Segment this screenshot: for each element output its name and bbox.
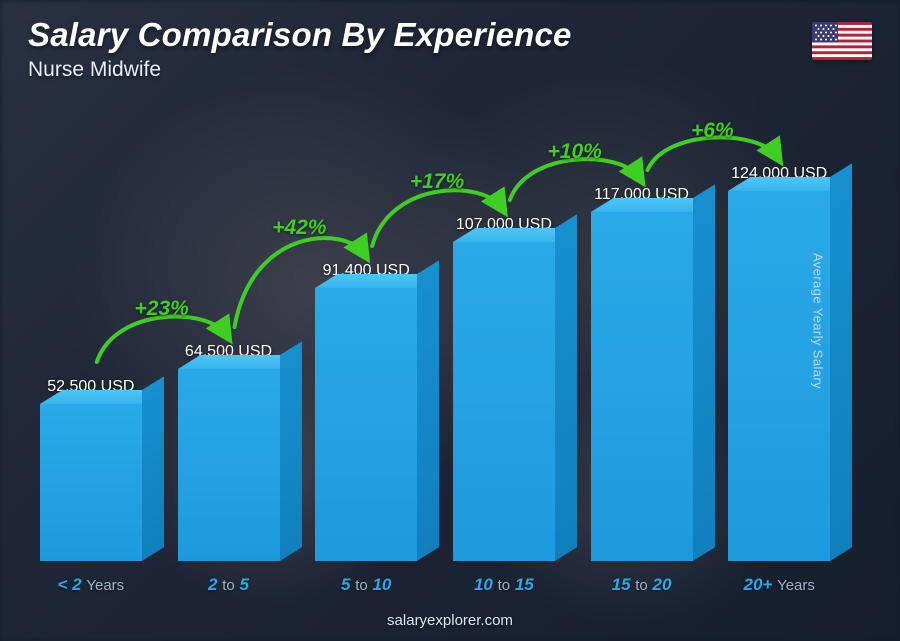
page-subtitle: Nurse Midwife — [28, 58, 572, 82]
bar-front-face — [178, 369, 280, 561]
x-label-4: 15 to 20 — [579, 575, 705, 595]
x-label-1: 2 to 5 — [166, 575, 292, 595]
bar-side-face — [555, 214, 577, 561]
y-axis-label: Average Yearly Salary — [810, 252, 825, 388]
bar-slot-2: 91,400 USD — [303, 131, 429, 561]
x-label-3: 10 to 15 — [441, 575, 567, 595]
bar-slot-1: 64,500 USD — [166, 131, 292, 561]
bar-side-face — [417, 260, 439, 561]
country-flag-us — [812, 22, 872, 60]
bar-slot-4: 117,000 USD — [579, 131, 705, 561]
bar — [40, 404, 142, 561]
bar-slot-3: 107,000 USD — [441, 131, 567, 561]
bar-front-face — [315, 288, 417, 561]
x-label-0: < 2 Years — [28, 575, 154, 595]
source-credit: salaryexplorer.com — [0, 612, 900, 629]
x-axis-labels: < 2 Years 2 to 5 5 to 10 10 to 15 15 to 20 20… — [28, 575, 842, 595]
bar — [453, 242, 555, 561]
bar-front-face — [453, 242, 555, 561]
chart-area: 52,500 USD64,500 USD91,400 USD107,000 US… — [28, 100, 842, 595]
chart-content: Salary Comparison By Experience Nurse Mi… — [0, 0, 900, 641]
bar-side-face — [280, 341, 302, 561]
page-title: Salary Comparison By Experience — [28, 16, 572, 54]
bar — [315, 288, 417, 561]
bar-side-face — [142, 376, 164, 561]
bar-side-face — [693, 184, 715, 561]
bar-side-face — [830, 163, 852, 561]
bar-front-face — [591, 212, 693, 561]
bar-front-face — [40, 404, 142, 561]
x-label-5: 20+ Years — [716, 575, 842, 595]
bar — [591, 212, 693, 561]
x-label-2: 5 to 10 — [303, 575, 429, 595]
bars-container: 52,500 USD64,500 USD91,400 USD107,000 US… — [28, 131, 842, 561]
bar-slot-0: 52,500 USD — [28, 131, 154, 561]
title-block: Salary Comparison By Experience Nurse Mi… — [28, 16, 572, 82]
bar — [178, 369, 280, 561]
